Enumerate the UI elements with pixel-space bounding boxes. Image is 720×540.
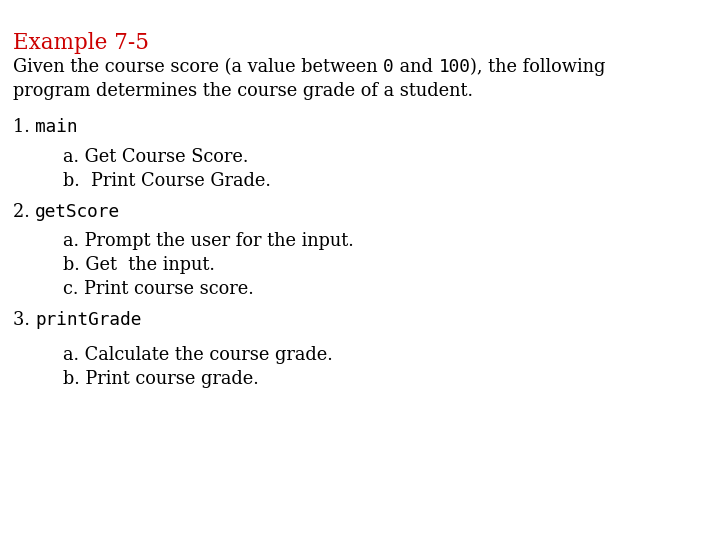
Text: ), the following: ), the following (470, 58, 606, 76)
Text: 0: 0 (383, 58, 394, 76)
Text: b. Get  the input.: b. Get the input. (63, 256, 215, 274)
Text: and: and (394, 58, 438, 76)
Text: a. Calculate the course grade.: a. Calculate the course grade. (63, 346, 333, 364)
Text: b. Print course grade.: b. Print course grade. (63, 370, 258, 388)
Text: a. Prompt the user for the input.: a. Prompt the user for the input. (63, 232, 354, 250)
Text: a. Get Course Score.: a. Get Course Score. (63, 148, 248, 166)
Text: program determines the course grade of a student.: program determines the course grade of a… (13, 82, 473, 100)
Text: 1.: 1. (13, 118, 35, 136)
Text: printGrade: printGrade (35, 311, 142, 329)
Text: Example 7-5: Example 7-5 (13, 32, 149, 54)
Text: 3.: 3. (13, 311, 35, 329)
Text: c. Print course score.: c. Print course score. (63, 280, 253, 298)
Text: 2.: 2. (13, 203, 35, 221)
Text: 100: 100 (438, 58, 470, 76)
Text: b.  Print Course Grade.: b. Print Course Grade. (63, 172, 271, 190)
Text: Given the course score (a value between: Given the course score (a value between (13, 58, 383, 76)
Text: main: main (35, 118, 78, 136)
Text: getScore: getScore (35, 203, 120, 221)
